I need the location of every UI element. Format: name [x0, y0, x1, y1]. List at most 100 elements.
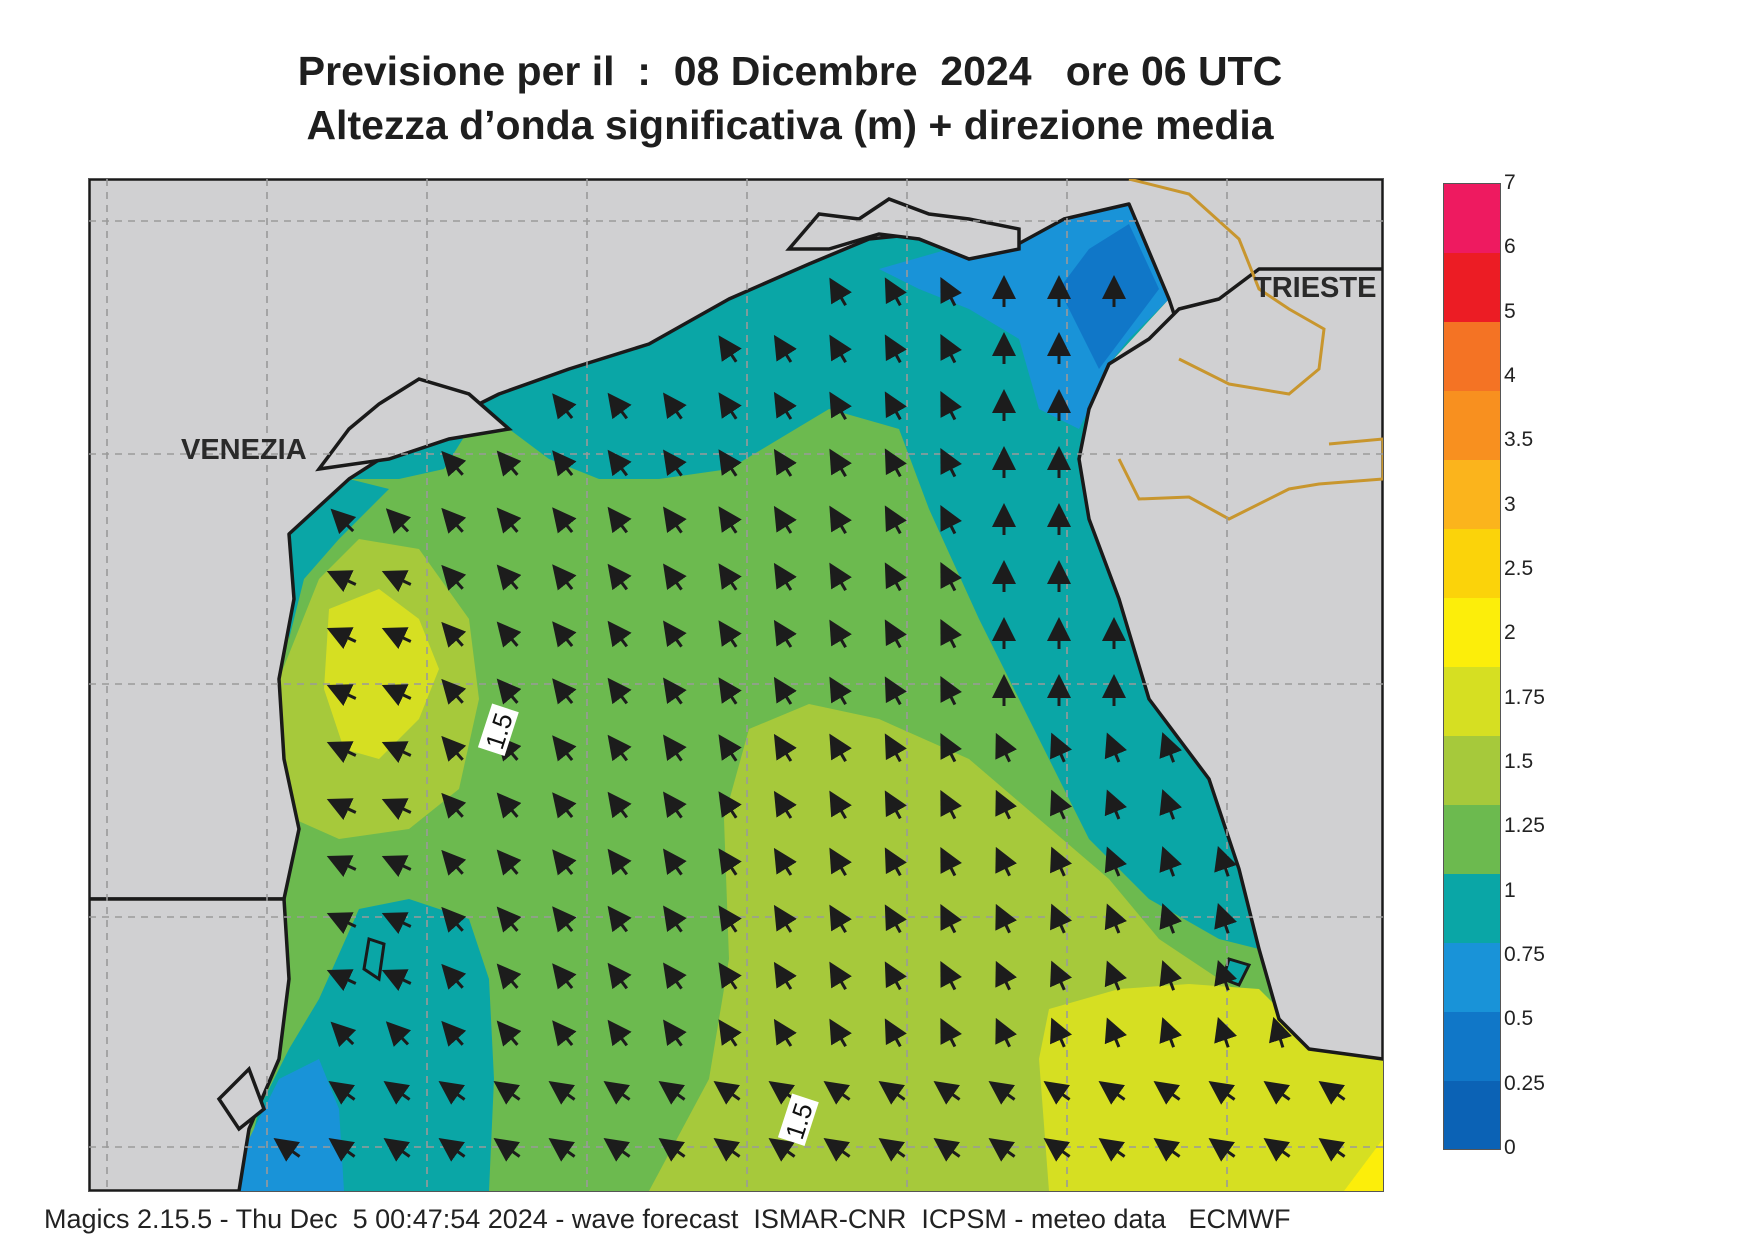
- wave-direction-arrow: [940, 277, 962, 307]
- wave-direction-arrow: [940, 790, 962, 820]
- wave-direction-arrow: [718, 905, 742, 933]
- wave-direction-arrow: [829, 676, 852, 705]
- wave-direction-arrow: [718, 392, 742, 420]
- wave-direction-arrow: [658, 1138, 686, 1162]
- wave-direction-arrow: [496, 849, 522, 876]
- wave-direction-arrow: [1098, 1138, 1126, 1162]
- wave-direction-arrow: [884, 790, 907, 820]
- wave-direction-arrow: [829, 448, 852, 477]
- wave-direction-arrow: [441, 564, 467, 591]
- wave-direction-arrow: [552, 621, 577, 648]
- wave-direction-arrow: [1208, 1138, 1236, 1162]
- wave-direction-arrow: [1214, 846, 1237, 877]
- wave-direction-arrow: [603, 1138, 631, 1162]
- wave-direction-arrow: [884, 391, 907, 421]
- wave-direction-arrow: [552, 393, 577, 420]
- wave-direction-arrow: [663, 677, 687, 705]
- wave-direction-arrow: [773, 1018, 797, 1047]
- wave-direction-arrow: [381, 684, 412, 706]
- wave-direction-arrow: [940, 1018, 962, 1048]
- wave-direction-arrow: [326, 627, 357, 649]
- wave-direction-arrow: [1159, 732, 1182, 763]
- wave-direction-arrow: [718, 563, 742, 591]
- wave-direction-arrow: [326, 798, 357, 820]
- colorbar-segment: [1444, 873, 1500, 943]
- colorbar-segment: [1444, 321, 1500, 392]
- wave-direction-arrow: [1159, 960, 1182, 991]
- wave-direction-arrow: [773, 562, 797, 591]
- wave-direction-arrow: [326, 855, 357, 877]
- wave-direction-arrow: [940, 448, 962, 478]
- colorbar-tick-label: 2.5: [1504, 557, 1534, 580]
- wave-band-1-1.25-venezia: [289, 479, 389, 639]
- wave-direction-arrow: [718, 620, 742, 648]
- wave-direction-arrow: [823, 1081, 851, 1105]
- colorbar-tick-label: 0.25: [1504, 1071, 1545, 1095]
- wave-direction-arrow: [1153, 1081, 1181, 1105]
- wave-direction-arrow: [383, 1081, 411, 1105]
- wave-direction-arrow: [829, 505, 852, 534]
- wave-direction-arrow: [663, 506, 687, 534]
- wave-direction-arrow: [995, 903, 1017, 934]
- colorbar-segment: [1444, 390, 1500, 461]
- wave-direction-arrow: [441, 1020, 467, 1047]
- wave-direction-arrow: [884, 676, 907, 706]
- colorbar-tick-label: 1.25: [1504, 814, 1545, 838]
- colorbar-segment: [1444, 459, 1500, 530]
- wave-direction-arrow: [713, 1081, 741, 1105]
- colorbar-segment: [1444, 804, 1500, 874]
- wave-direction-arrow: [823, 1138, 851, 1162]
- wave-direction-arrow: [328, 1138, 356, 1162]
- city-label-trieste: TRIESTE: [1254, 272, 1376, 304]
- wave-direction-arrow: [1208, 1081, 1236, 1105]
- colorbar-tick-label: 4: [1504, 364, 1516, 387]
- wave-direction-arrow: [438, 1081, 466, 1105]
- wave-direction-arrow: [995, 960, 1017, 991]
- footer-credits: Magics 2.15.5 - Thu Dec 5 00:47:54 2024 …: [44, 1204, 1291, 1234]
- wave-direction-arrow: [940, 334, 962, 364]
- wave-direction-arrow: [663, 962, 687, 990]
- wave-direction-arrow: [988, 1138, 1016, 1162]
- wave-direction-arrow: [878, 1081, 906, 1105]
- wave-direction-arrow: [1104, 1017, 1128, 1048]
- colorbar-segment: [1444, 1011, 1500, 1081]
- wave-direction-arrow: [326, 741, 357, 763]
- wave-direction-arrow: [441, 735, 467, 762]
- colorbar-segment: [1444, 666, 1500, 736]
- wave-direction-arrow: [1050, 960, 1072, 991]
- wave-direction-arrow: [663, 905, 687, 933]
- wave-direction-arrow: [496, 450, 522, 477]
- wave-direction-arrow: [381, 627, 412, 649]
- land-istria: [1077, 267, 1383, 1061]
- wave-direction-arrow: [607, 449, 632, 477]
- wave-direction-arrow: [603, 1081, 631, 1105]
- wave-direction-arrow: [663, 620, 687, 648]
- state-border: [1117, 437, 1383, 521]
- wave-direction-arrow: [552, 678, 577, 705]
- wave-direction-arrow: [663, 1019, 687, 1047]
- wave-direction-arrow: [718, 1019, 742, 1047]
- wave-direction-arrow: [773, 391, 797, 420]
- colorbar-tick-label: 3.5: [1504, 428, 1534, 452]
- wave-direction-arrow: [441, 849, 467, 876]
- wave-direction-arrow: [718, 734, 742, 762]
- wave-direction-arrow: [328, 1081, 356, 1105]
- wave-direction-arrow: [493, 1081, 521, 1105]
- colorbar-segment: [1444, 597, 1500, 667]
- wave-direction-arrow: [933, 1081, 961, 1105]
- wave-direction-arrow: [607, 848, 632, 876]
- wave-direction-arrow: [607, 677, 632, 705]
- wave-direction-arrow: [607, 392, 632, 420]
- wave-direction-arrow: [1050, 846, 1072, 877]
- wave-direction-arrow: [496, 621, 522, 648]
- wave-direction-arrow: [884, 1018, 907, 1048]
- wave-direction-arrow: [773, 334, 797, 363]
- wave-direction-arrow: [1159, 1017, 1182, 1048]
- colorbar-tick-label: 2: [1504, 621, 1516, 645]
- wave-direction-arrow: [381, 912, 412, 934]
- wave-direction-arrow: [496, 564, 522, 591]
- wave-direction-arrow: [607, 791, 632, 819]
- wave-direction-arrow: [385, 508, 412, 534]
- wave-direction-arrow: [1318, 1081, 1346, 1105]
- wave-direction-arrow: [940, 676, 962, 706]
